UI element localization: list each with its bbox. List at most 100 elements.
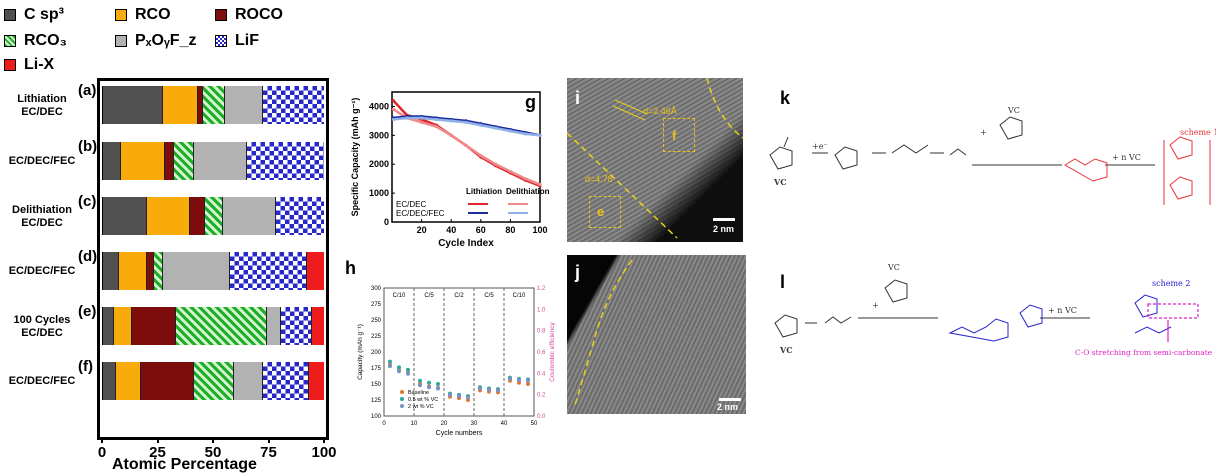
x-tick-label-h: 50 [531,421,538,427]
bar-segment-pxoyfz [192,142,247,180]
x-tick-label: 0 [97,444,107,461]
y-tick-label-right-h: 0.0 [537,414,546,420]
legend-label-h: 0.5 wt % VC [408,397,438,403]
y-tick-label-right-h: 0.8 [537,329,546,335]
row-letter-1: (b) [78,138,98,155]
carbonyl-1 [783,136,789,148]
y-tick-label-right-h: 0.6 [537,350,546,356]
data-point-g [508,129,512,133]
bar-segment-rco [161,86,198,124]
data-point-h-2 [508,376,512,381]
data-point-g [391,107,396,111]
stacked-bar-3 [102,252,324,290]
vc-ring-1 [769,146,793,170]
plot-frame-h [383,287,535,417]
legend-row-label-g: EC/DEC [396,200,426,209]
x-tick-label-h: 20 [441,421,448,427]
x-tick-label-g: 80 [505,225,515,235]
bar-segment-rco3 [173,142,193,180]
tem-image-i: d=2.46Å d=4.78 f e 2 nm [567,78,743,242]
boundary-line-2 [706,78,743,139]
co-stretch-note: C-O stretching from semi-carbonate [1075,348,1213,357]
bar-segment-pxoyfz [232,362,262,400]
bar-segment-roco [130,307,176,345]
legend-item-rco: RCO [115,6,171,24]
legend-marker-h [400,397,404,401]
panel-letter-h: h [345,258,356,278]
rate-label-h: C/10 [393,293,406,299]
y-tick-label-g: 4000 [369,101,389,111]
legend-label-pxoyfz: PₓOᵧF_z [135,32,197,49]
data-point-h-2 [418,383,422,388]
data-point-h-2 [517,378,521,383]
data-point-h-1 [406,367,410,372]
y-tick-label-right-h: 1.2 [537,286,546,292]
polymer-l [1134,294,1172,334]
bar-segment-pxoyfz [161,252,229,290]
data-point-g [479,153,483,158]
rate-label-h: C/10 [513,293,526,299]
stacked-bar-0 [102,86,324,124]
panel-letter-k: k [780,88,791,108]
polymer-k [1169,136,1193,200]
legend-swatch-roco [215,9,227,21]
rate-label-h: C/2 [454,293,464,299]
y-tick-label-g: 2000 [369,159,389,169]
legend-item-roco: ROCO [215,6,283,24]
data-point-g [464,143,468,148]
x-tick-label-g: 40 [446,225,456,235]
data-point-h-2 [427,385,431,390]
data-point-h-2 [397,369,401,374]
reaction-scheme-k: VC +e⁻ + VC + n VC scheme 1 [769,106,1216,205]
bar-segment-rco [146,197,189,235]
bar-segment-lif [246,142,324,180]
row-label-line: Delithiation [12,204,72,216]
product-k-1 [1064,158,1108,182]
bar-segment-rco3 [175,307,267,345]
bar-segment-rco [115,362,140,400]
x-tick-mark [323,437,325,443]
y-tick-label-h: 100 [371,414,382,420]
row-label-line: Lithiation [17,93,67,105]
row-letter-2: (c) [78,193,97,210]
data-point-h-2 [406,371,410,376]
data-point-g [464,120,468,124]
box-label-f: f [672,128,677,143]
y-tick-label-g: 3000 [369,130,389,140]
data-point-g [538,182,542,187]
boundary-line-j [574,259,633,406]
vc-label-l-2: VC [887,263,900,272]
x-tick-label: 25 [149,444,166,461]
dspacing-line-1 [614,99,648,115]
data-point-g [391,117,396,122]
capacity-chart-h: C/10 C/5 C/2 C/5 C/10 0 10 20 30 40 50 100 125 150 175… [357,286,556,437]
panel-letter-g: g [525,92,536,112]
series-line-g-0 [392,99,541,188]
legend-marker-h [400,404,404,408]
plus-n-vc-k: + n VC [1112,153,1141,162]
data-point-h-2 [526,378,530,383]
y-axis-label-g: Specific Capacity (mAh g⁻¹) [350,98,360,217]
row-label-line: EC/DEC/FEC [8,265,76,277]
row-label-0: Lithiation EC/DEC [4,93,80,119]
legend-marker-h [400,390,404,394]
bar-segment-roco [146,252,154,290]
legend-label-rco: RCO [135,6,171,23]
panel-letter-l: l [780,272,786,292]
stacked-bar-2 [102,197,324,235]
panel-letter-j: j [575,262,581,282]
x-tick-mark [156,437,159,443]
row-label-5: EC/DEC/FEC [4,375,80,388]
legend-swatch-csp3 [4,9,16,21]
bar-segment-lif [261,362,309,400]
data-point-g [479,123,483,127]
legend-row-label-g: EC/DEC/FEC [396,209,445,218]
data-point-g [434,117,438,122]
vc-label-k-2: VC [1007,106,1020,115]
highlight-box-l [1147,303,1199,319]
tem-overlay-j [574,259,633,406]
legend-item-csp3: C sp³ [4,6,64,24]
row-label-line: EC/DEC [21,327,63,339]
bar-segment-lif [275,197,324,235]
bar-segment-roco [197,86,202,124]
